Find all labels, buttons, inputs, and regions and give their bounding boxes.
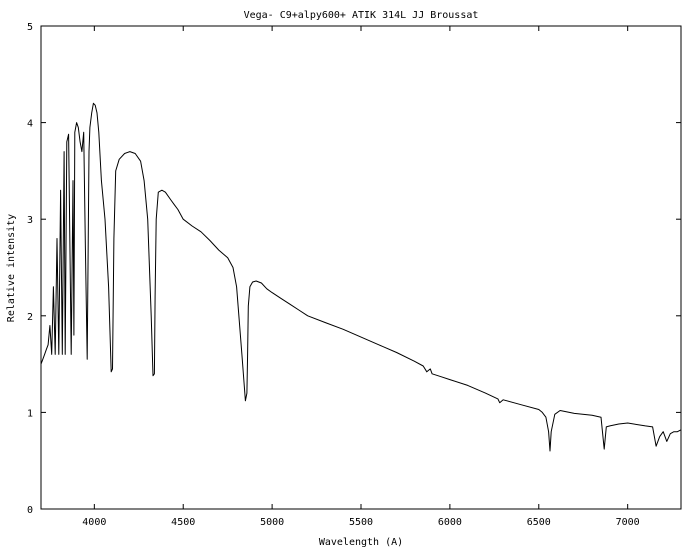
x-tick-label: 6000 xyxy=(438,517,462,528)
y-tick-label: 3 xyxy=(27,215,33,226)
x-tick-label: 6500 xyxy=(527,517,551,528)
y-axis-label: Relative intensity xyxy=(6,214,17,322)
y-tick-label: 2 xyxy=(27,312,33,323)
x-axis-ticks: 4000 4500 5000 5500 6000 6500 7000 xyxy=(82,26,640,528)
x-tick-label: 4500 xyxy=(171,517,195,528)
y-tick-label: 0 xyxy=(27,505,33,516)
x-tick-label: 4000 xyxy=(82,517,106,528)
y-tick-label: 1 xyxy=(27,408,33,419)
y-tick-label: 4 xyxy=(27,119,33,130)
y-tick-label: 5 xyxy=(27,22,33,33)
chart-title: Vega- C9+alpy600+ ATIK 314L JJ Broussat xyxy=(244,10,479,21)
y-axis-ticks: 0 1 2 3 4 5 xyxy=(27,22,681,516)
x-tick-label: 7000 xyxy=(616,517,640,528)
x-tick-label: 5000 xyxy=(260,517,284,528)
plot-frame xyxy=(40,25,682,510)
x-tick-label: 5500 xyxy=(349,517,373,528)
x-axis-label: Wavelength (A) xyxy=(319,537,403,548)
spectrum-line xyxy=(40,102,682,452)
